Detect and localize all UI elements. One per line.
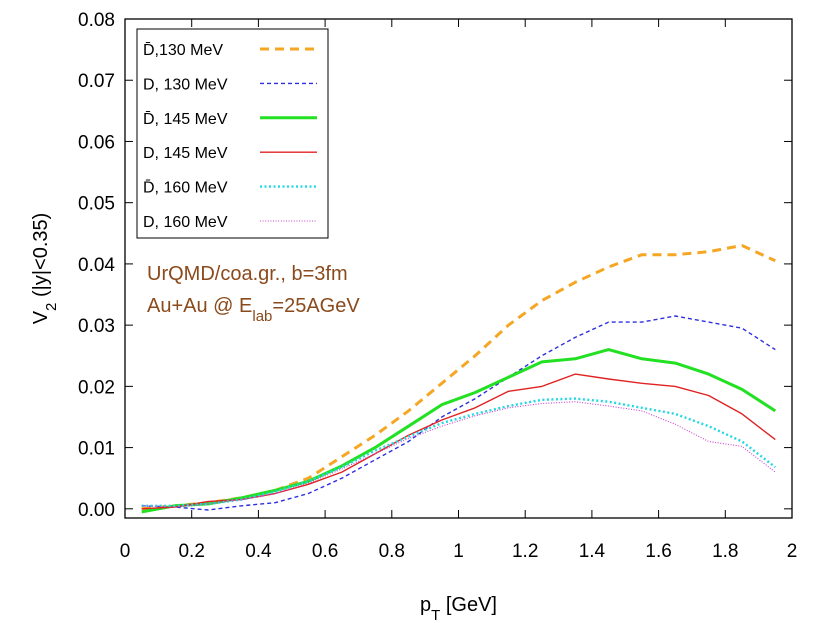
series-line-4	[141, 397, 777, 507]
y-axis-label: V2 (|y|<0.35)	[30, 213, 60, 325]
legend-label-1: D, 130 MeV	[143, 76, 228, 93]
x-tick-label-8: 1.6	[645, 541, 671, 562]
y-tick-label-7: 0.07	[78, 71, 115, 92]
x-axis-label-unit: [GeV]	[440, 594, 497, 616]
y-tick-label-4: 0.04	[78, 255, 115, 276]
series-line-3	[141, 373, 776, 510]
y-axis-label-rest: (|y|<0.35)	[30, 213, 52, 303]
y-tick-label-8: 0.08	[78, 10, 115, 31]
series-line-5	[141, 401, 776, 508]
x-axis-label: pT [GeV]	[420, 594, 497, 623]
legend-label-2: D̄, 145 MeV	[143, 110, 228, 127]
x-tick-label-2: 0.4	[245, 541, 272, 562]
x-tick-label-3: 0.6	[312, 541, 338, 562]
annotations: UrQMD/coa.gr., b=3fm Au+Au @ Elab=25AGeV	[147, 263, 360, 325]
y-axis-label-sub: 2	[43, 303, 60, 311]
legend-label-5: D, 160 MeV	[143, 214, 228, 231]
x-tick-label-10: 2	[787, 541, 798, 562]
legend-box	[136, 28, 329, 239]
legend-label-0: D̄,130 MeV	[143, 42, 223, 59]
annotation-system: Au+Au @ Elab=25AGeV	[147, 295, 360, 325]
annotation-system-post: =25AGeV	[272, 295, 360, 317]
series-layer	[141, 244, 777, 514]
x-tick-label-6: 1.2	[512, 541, 538, 562]
y-tick-label-6: 0.06	[78, 132, 115, 153]
x-tick-label-0: 0	[120, 541, 131, 562]
x-axis-label-main: p	[420, 594, 431, 616]
x-tick-label-9: 1.8	[712, 541, 738, 562]
ticks-layer: 0 0.2 0.4 0.6 0.8 1 1.2 1.4 1.6 1.8 2 0.00 0.01 0.02 0…	[78, 10, 797, 562]
y-axis-label-main: V	[30, 310, 52, 324]
y-tick-label-2: 0.02	[78, 377, 115, 398]
x-tick-label-4: 0.8	[379, 541, 405, 562]
annotation-system-sub: lab	[252, 308, 272, 325]
x-tick-label-7: 1.4	[579, 541, 606, 562]
legend-label-3: D, 145 MeV	[143, 145, 228, 162]
series-line-1	[141, 315, 776, 511]
x-tick-label-1: 0.2	[178, 541, 204, 562]
annotation-system-pre: Au+Au @ E	[147, 295, 252, 317]
annotation-model: UrQMD/coa.gr., b=3fm	[147, 263, 348, 285]
x-tick-label-5: 1	[453, 541, 464, 562]
legend-label-4: D̄, 160 MeV	[143, 179, 228, 196]
x-axis-label-sub: T	[431, 607, 440, 623]
legend: D̄,130 MeV D, 130 MeV D̄, 145 MeV D, 145 Me…	[136, 28, 329, 239]
y-tick-label-3: 0.03	[78, 316, 115, 337]
series-line-2	[141, 348, 777, 514]
y-tick-label-0: 0.00	[78, 500, 115, 521]
y-tick-label-5: 0.05	[78, 194, 115, 215]
y-tick-label-1: 0.01	[78, 439, 115, 460]
